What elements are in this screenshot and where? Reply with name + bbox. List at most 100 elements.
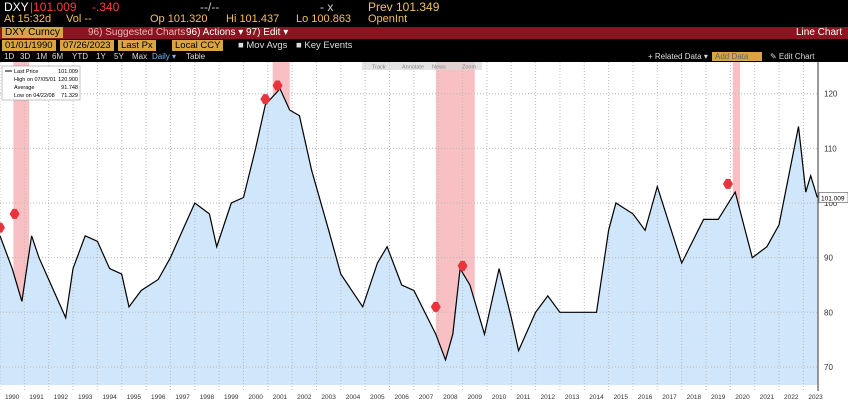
time: --/-- [200,0,220,14]
menu-item[interactable]: 97) Edit ▾ [246,27,289,38]
last: |101.009 [30,0,77,14]
x-tick-label: 1990 [5,394,20,401]
edit-chart[interactable]: ✎ Edit Chart [770,52,815,61]
tool-button[interactable]: Track [372,65,386,71]
range-button[interactable]: 3D [20,52,31,61]
range-button[interactable]: Daily ▾ [152,52,177,61]
legend-value: 120.900 [58,77,78,83]
range-button[interactable]: Table [186,52,206,61]
low: Lo 100.863 [296,13,352,25]
x-tick-label: 2007 [419,394,434,401]
y-tick-label: 100 [824,199,838,208]
x-tick-label: 2015 [614,394,629,401]
x-tick-label: 1992 [54,394,69,401]
x-tick-label: 2023 [808,394,823,401]
x-tick-label: 1999 [224,394,239,401]
last-price-tag [818,192,848,203]
x-tick-label: 2003 [321,394,336,401]
legend-label: High on 07/05/01 [14,77,56,83]
start-date[interactable]: 01/01/1990 [2,40,56,51]
right-axis [818,62,848,405]
toolbar: Track Annotate News Zoom [362,62,482,71]
chart: 70 80 90 100 110 120 1990 1991 1992 1993 1994 1995 1… [0,62,848,405]
y-tick-label: 80 [824,308,833,317]
tool-button[interactable]: Annotate [402,65,424,71]
x-tick-label: 2010 [492,394,507,401]
quote-line: DXY |101.009 -.340 --/-- - x Prev 101.34… [0,0,848,14]
legend-value: 71.329 [61,93,78,99]
x-tick-label: 1994 [102,394,117,401]
at: At 15:32d [4,13,52,25]
ticker: DXY [4,0,29,14]
open: Op 101.320 [150,13,208,25]
mov-avgs[interactable]: ■ Mov Avgs [238,40,288,51]
related-data[interactable]: + Related Data ▾ [648,52,708,61]
legend-label: Average [14,85,34,91]
range-button[interactable]: 1D [4,52,15,61]
range-bar: 1D 3D 1M 6M YTD 1Y 5Y Max Daily ▾ Table + Related … [0,52,848,62]
x-tick-label: 2011 [516,394,530,401]
event-marker[interactable] [272,80,283,91]
legend-box [1,65,81,101]
range-button[interactable]: YTD [72,52,88,61]
x-tick-label: 2002 [297,394,312,401]
event-marker[interactable] [260,94,271,105]
range-button[interactable]: 5Y [114,52,124,61]
last-price-label: 101.009 [821,195,845,202]
y-tick-label: 90 [824,254,833,263]
prev: Prev 101.349 [368,0,440,14]
range-button[interactable]: 1M [36,52,48,61]
key-events[interactable]: ■ Key Events [296,40,353,51]
x-tick-label: 2020 [735,394,750,401]
chart-kind: Line Chart [796,27,843,38]
menu-item[interactable]: 96) Actions ▾ [186,27,244,38]
event-marker[interactable] [722,178,733,189]
x-tick-label: 2022 [784,394,799,401]
bottom-axis [0,391,848,405]
range-button[interactable]: Max [132,52,148,61]
x-tick-label: 1991 [29,394,44,401]
x-tick-label: 2021 [760,394,775,401]
area [0,88,818,386]
range-button[interactable]: 6M [52,52,64,61]
event-marker[interactable] [0,222,5,233]
currency[interactable]: Local CCY [172,40,224,51]
x-tick-label: 2009 [467,394,482,401]
x-tick-label: 2019 [711,394,726,401]
menu-bar: DXY Curncy 96) Suggested Charts 96) Acti… [0,27,848,39]
x-tick-label: 2006 [394,394,409,401]
settings-bar: 01/01/1990 07/26/2023 Last Px Local CCY … [0,40,848,52]
x-tick-label: 1998 [200,394,215,401]
price-line [0,87,818,362]
open-int: OpenInt [368,13,408,25]
legend-label: Last Price [14,69,38,75]
x-tick-label: 2012 [541,394,556,401]
high: Hi 101.437 [226,13,280,25]
price-field[interactable]: Last Px [118,40,156,51]
x-tick-label: 2013 [565,394,580,401]
range-button[interactable]: 1Y [96,52,106,61]
y-tick-label: 70 [824,363,833,372]
event-marker[interactable] [430,301,441,312]
x-tick-label: 2008 [443,394,458,401]
tool-button[interactable]: Zoom [462,65,476,71]
event-marker[interactable] [9,208,20,219]
event-marker[interactable] [457,260,468,271]
menu-item[interactable]: 96) Suggested Charts [88,27,186,38]
change: -.340 [92,0,120,14]
vol: Vol -- [66,13,92,25]
end-date[interactable]: 07/26/2023 [60,40,114,51]
x-tick-label: 2005 [370,394,385,401]
y-tick-label: 120 [824,90,838,99]
security[interactable]: DXY Curncy [2,27,63,38]
tool-button[interactable]: News [432,65,446,71]
x-tick-label: 2004 [346,394,361,401]
x-tick-label: 2016 [638,394,653,401]
x-tick-label: 1997 [175,394,190,401]
x-tick-label: 1993 [78,394,93,401]
add-data[interactable]: Add Data [712,52,762,61]
bid: - x [320,0,334,14]
legend-label: Low on 04/22/08 [14,93,55,99]
